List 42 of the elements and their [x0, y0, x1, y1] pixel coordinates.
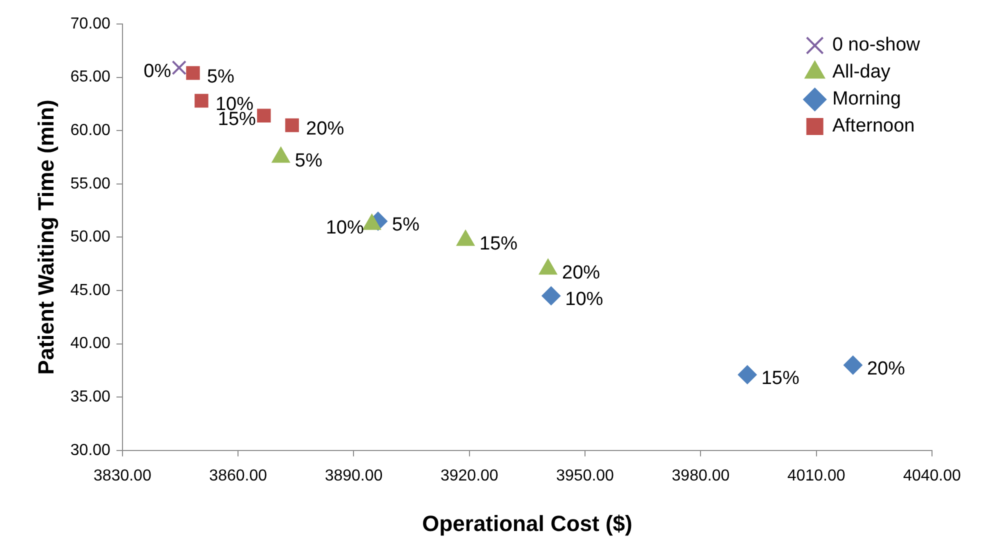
x-tick-label: 3890.00 [324, 467, 383, 484]
x-tick-label: 3980.00 [672, 467, 730, 484]
annotation: 5% [206, 66, 235, 88]
x-tick-label: 4040.00 [903, 467, 962, 484]
legend-label: All-day [832, 62, 891, 83]
annotation: 15% [480, 234, 518, 255]
point [738, 365, 757, 384]
point [186, 66, 200, 80]
x-tick-label: 3860.00 [209, 467, 268, 484]
annotation: 20% [306, 118, 344, 140]
annotation: 5% [392, 214, 420, 236]
legend-label: 0 no-show [832, 34, 920, 56]
point [542, 286, 561, 306]
legend-label: Morning [832, 88, 901, 110]
x-axis-title: Operational Cost ($) [422, 510, 632, 536]
x-tick-label: 3830.00 [94, 467, 152, 484]
x-tick-label: 4010.00 [787, 467, 846, 484]
annotation: 20% [562, 262, 600, 284]
legend-label: Afternoon [832, 116, 915, 137]
x-tick-label: 3950.00 [556, 467, 614, 484]
point [194, 94, 208, 108]
y-tick-label: 40.00 [70, 335, 111, 352]
annotation: 5% [294, 150, 322, 172]
x-tick-label: 3920.00 [440, 467, 498, 484]
annotation: 10% [326, 218, 364, 239]
y-tick-label: 65.00 [70, 68, 111, 86]
annotation: 0% [144, 60, 172, 82]
annotation: 10% [565, 289, 604, 310]
point [172, 60, 186, 76]
y-tick-label: 50.00 [70, 228, 111, 246]
y-tick-label: 45.00 [70, 282, 111, 299]
point [257, 108, 271, 123]
y-tick-label: 60.00 [70, 122, 111, 140]
y-tick-label: 70.00 [70, 15, 111, 32]
point [285, 118, 299, 132]
y-axis-title: Patient Waiting Time (min) [33, 100, 58, 375]
point [843, 356, 862, 375]
y-tick-label: 55.00 [70, 175, 111, 192]
y-tick-label: 35.00 [70, 388, 111, 406]
y-tick-label: 30.00 [70, 442, 111, 459]
annotation: 15% [761, 368, 800, 389]
annotation: 20% [866, 358, 906, 380]
